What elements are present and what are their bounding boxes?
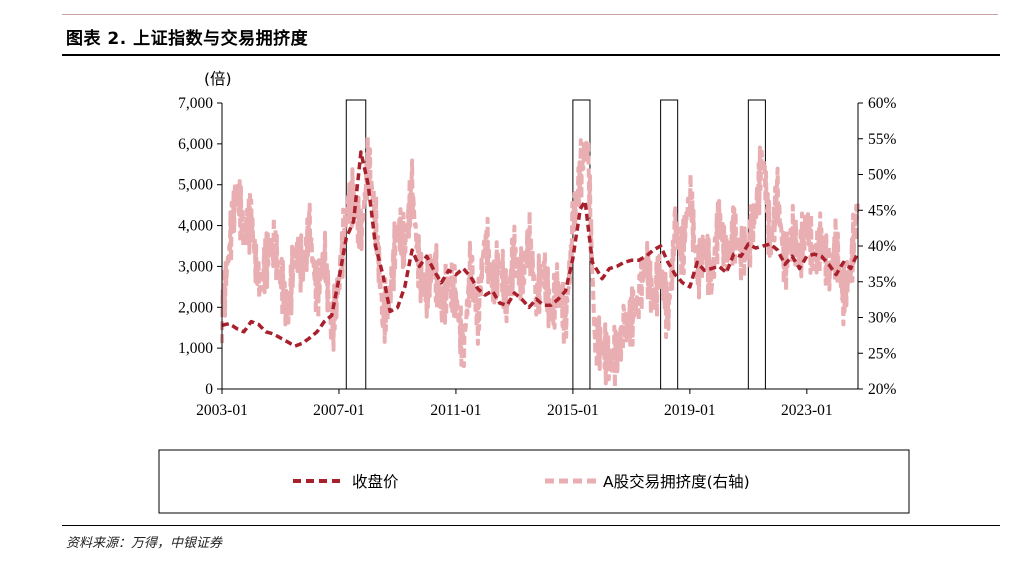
y-left-tick-label: 6,000: [178, 136, 213, 153]
y-left-tick-label: 0: [205, 381, 213, 398]
close-line: [220, 150, 860, 348]
y-right-tick-label: 35%: [868, 274, 897, 291]
y-left-tick-label: 1,000: [178, 340, 213, 357]
y-right-tick-label: 25%: [868, 345, 897, 362]
y-right-tick-label: 50%: [868, 167, 897, 184]
x-tick-label: 2023-01: [781, 402, 833, 419]
x-tick-label: 2019-01: [664, 402, 716, 419]
y-left-tick-label: 7,000: [178, 95, 213, 112]
crowd-line: [220, 134, 860, 389]
axes: 0 1,000 2,000 3,000 4,000 5,000 6,000 7,000 20% 2…: [178, 95, 896, 419]
chart: 0 1,000 2,000 3,000 4,000 5,000 6,000 7,000 20% 2…: [158, 70, 910, 514]
y-right-tick-label: 45%: [868, 202, 897, 219]
x-tick-label: 2011-01: [430, 402, 481, 419]
y-left-tick-label: 3,000: [178, 258, 213, 275]
y-right-tick-label: 55%: [868, 131, 897, 148]
y-left-tick-label: 4,000: [178, 218, 213, 235]
highlight-box: [660, 99, 679, 390]
y-left-tick-label: 2,000: [178, 299, 213, 316]
source-note: 资料来源：万得，中银证券: [66, 536, 223, 551]
x-tick-label: 2003-01: [196, 402, 248, 419]
title-divider: [62, 54, 1000, 56]
y-right-tick-label: 60%: [868, 95, 897, 112]
close-series: [220, 150, 860, 348]
y-right-tick-label: 30%: [868, 310, 897, 327]
legend-label-close: 收盘价: [352, 472, 399, 491]
x-tick-label: 2015-01: [547, 402, 599, 419]
legend-label-crowd: A股交易拥挤度(右轴): [603, 473, 750, 491]
y-unit-label: (倍): [204, 70, 232, 88]
bottom-divider: [62, 525, 1000, 526]
y-left-tick-label: 5,000: [178, 177, 213, 194]
crowd-series: [220, 134, 860, 389]
y-right-tick-label: 40%: [868, 238, 897, 255]
y-right-tick-label: 20%: [868, 381, 897, 398]
top-divider: [62, 14, 998, 15]
x-tick-label: 2007-01: [313, 402, 365, 419]
figure-title: 图表 2. 上证指数与交易拥挤度: [66, 29, 309, 49]
legend-box: [158, 449, 910, 514]
